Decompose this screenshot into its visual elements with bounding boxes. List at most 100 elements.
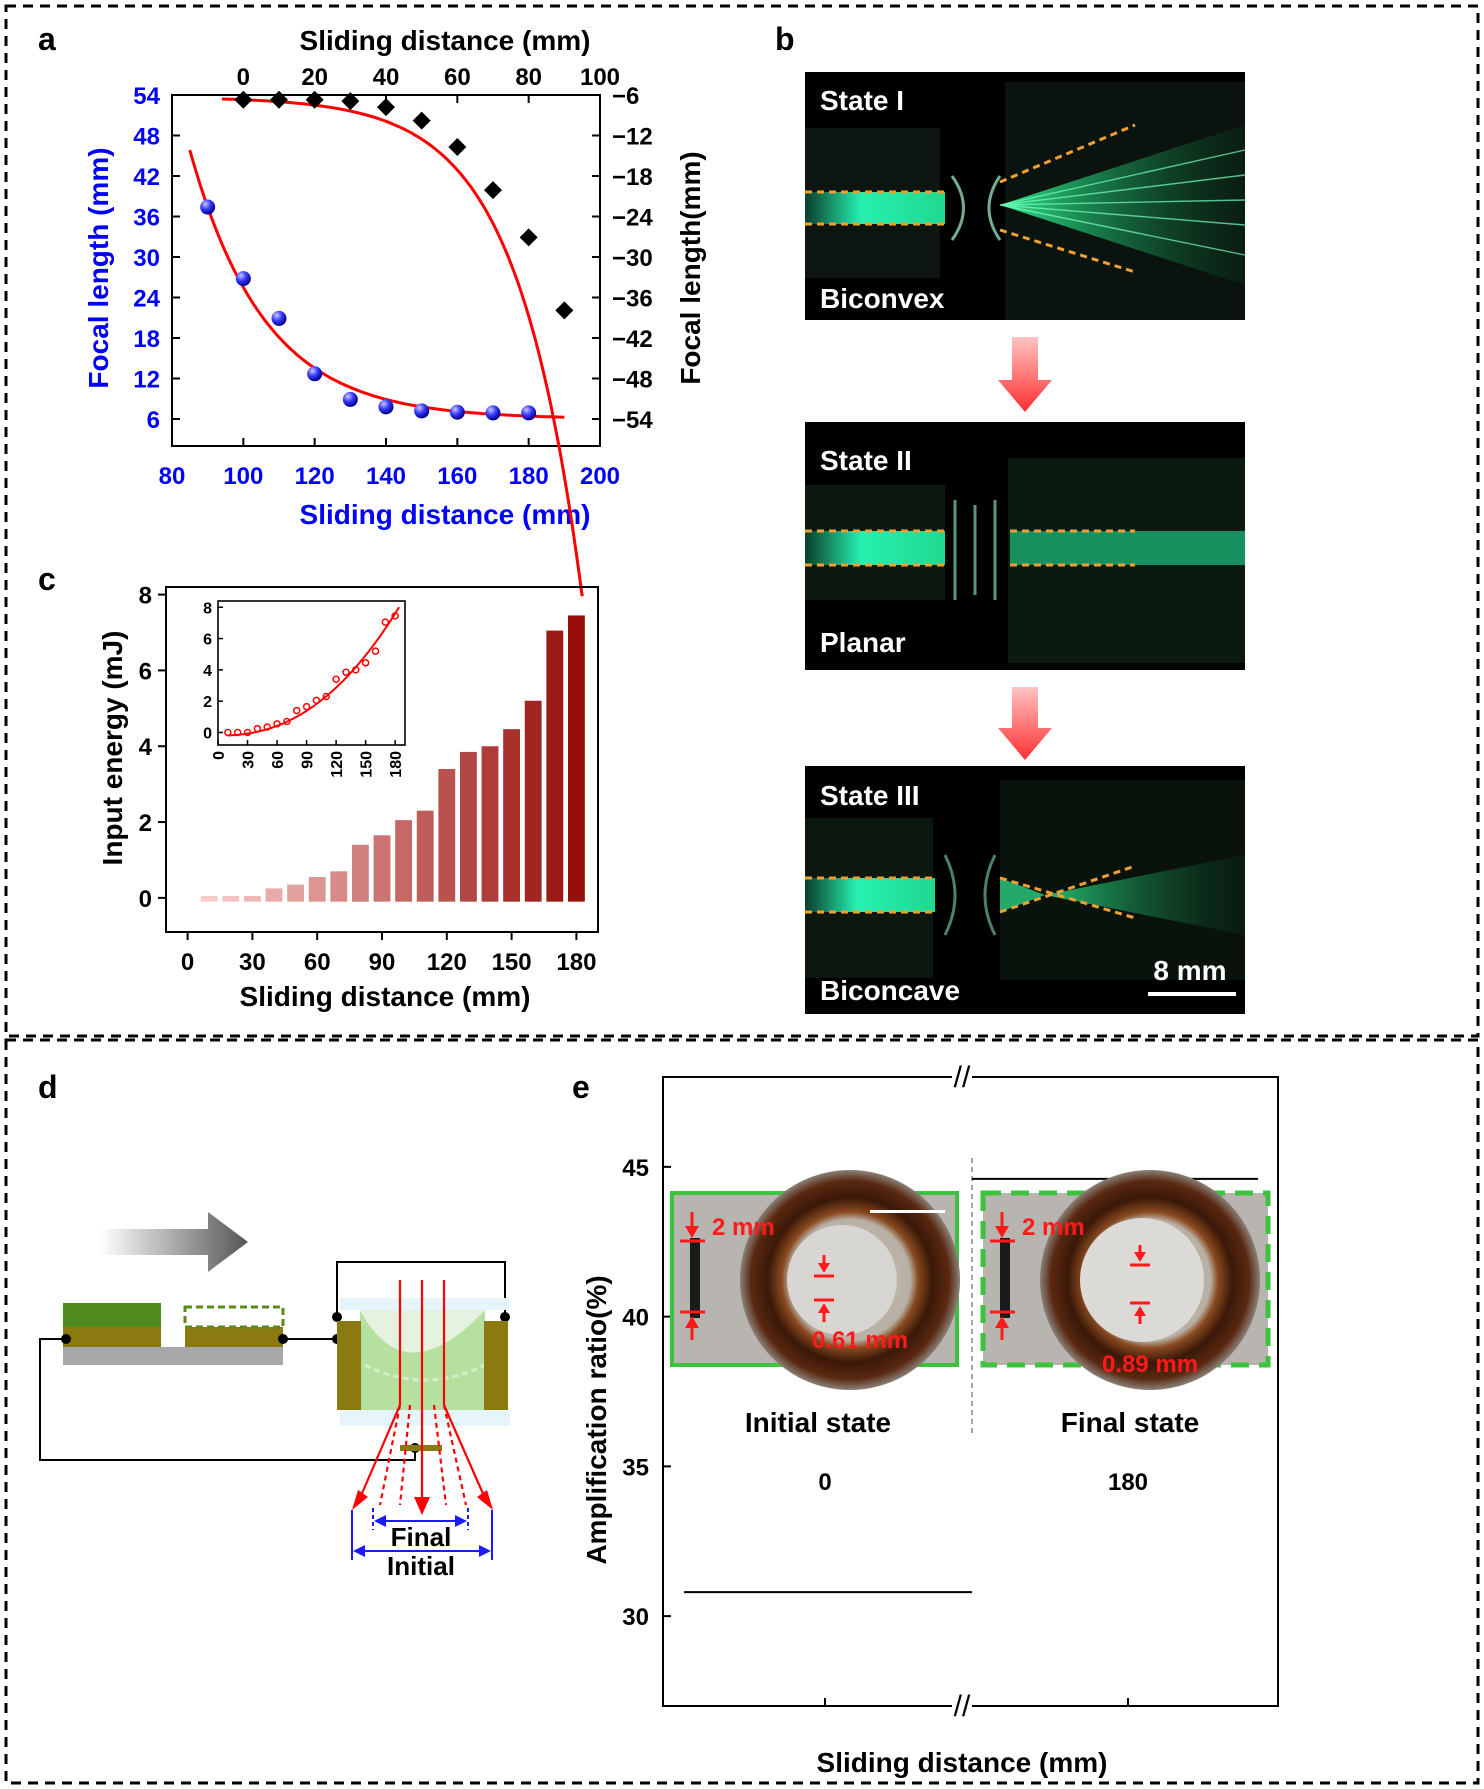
c-x-tick-label: 30 xyxy=(239,949,266,976)
down-arrow-2 xyxy=(998,687,1052,760)
a-left-ylabel: Focal length (mm) xyxy=(83,147,114,388)
a-right-tick-label: −42 xyxy=(612,326,653,353)
photo-state-2-beam-right xyxy=(1010,531,1245,565)
dimension-arrowheads xyxy=(353,1515,491,1557)
c-inset-point xyxy=(273,720,281,728)
a-concave-point xyxy=(270,90,288,109)
c-inset-point xyxy=(381,618,390,626)
photo-final-marker-heads xyxy=(995,1226,1146,1328)
a-top-xlabel: Sliding distance (mm) xyxy=(300,25,591,56)
a-left-tick-label: 18 xyxy=(133,326,160,353)
photo-final-measured: 0.89 mm xyxy=(1102,1351,1198,1378)
c-inset-point xyxy=(224,728,232,737)
a-right-tick-label: −30 xyxy=(612,245,653,272)
c-inset-x-tick-label: 120 xyxy=(329,751,346,778)
c-inset-point xyxy=(361,659,370,667)
a-right-tick-label: −48 xyxy=(612,367,653,394)
photo-initial-scale-bar xyxy=(870,1210,945,1213)
state-2-label: State II xyxy=(820,445,912,476)
panel-c-letter: c xyxy=(38,561,56,597)
a-concave-point xyxy=(484,181,502,200)
a-concave-point xyxy=(305,90,324,109)
a-top-tick-label: 20 xyxy=(301,64,328,91)
c-x-tick-label: 0 xyxy=(181,949,194,976)
a-bottom-tick-label: 180 xyxy=(509,463,549,490)
a-convex-point xyxy=(200,199,216,215)
substrate xyxy=(63,1347,283,1365)
c-inset-x-tick-label: 150 xyxy=(359,751,376,778)
dashed-slider xyxy=(183,1305,285,1329)
chamber-electrode-left xyxy=(337,1321,361,1410)
wires xyxy=(39,1261,506,1461)
photo-state-3: State III Biconcave 8 mm xyxy=(805,766,1245,1014)
electrode-right xyxy=(185,1327,283,1347)
e-axis-break: // xyxy=(954,1690,971,1723)
a-right-tick-label: −24 xyxy=(612,205,653,232)
a-bottom-tick-label: 140 xyxy=(366,463,406,490)
photo-final-lens xyxy=(1080,1218,1204,1342)
c-bar xyxy=(438,768,456,902)
panel-c: c Sliding distance (mm) Input energy (mJ… xyxy=(38,561,599,1012)
a-convex-point xyxy=(235,271,251,287)
a-right-tick-label: −36 xyxy=(612,286,653,313)
photo-state-1: State I Biconvex xyxy=(805,72,1246,320)
c-bar xyxy=(351,844,369,902)
down-arrow-1 xyxy=(998,337,1052,412)
c-inset-point xyxy=(371,647,380,655)
c-inset-point xyxy=(302,702,311,711)
a-top-tick-label: 80 xyxy=(515,64,542,91)
e-ylabel: Amplification ratio(%) xyxy=(581,1275,612,1564)
c-inset-point xyxy=(283,717,291,726)
a-right-ylabel: Focal length(mm) xyxy=(675,151,706,384)
green-slider xyxy=(63,1303,161,1327)
a-convex-point xyxy=(521,405,537,421)
photo-state-3-beam xyxy=(805,878,935,912)
c-inset-y-tick-label: 2 xyxy=(203,694,212,711)
c-inset-point xyxy=(253,724,262,733)
c-inset-x-tick-label: 180 xyxy=(388,751,405,778)
a-convex-point xyxy=(307,366,323,382)
a-top-tick-label: 0 xyxy=(237,64,250,91)
photo-initial-letter-t xyxy=(690,1238,700,1318)
scale-bar xyxy=(1148,992,1236,996)
a-right-tick-label: −18 xyxy=(612,164,653,191)
a-right-tick-label: −54 xyxy=(612,407,653,434)
c-bar xyxy=(503,729,521,902)
state-2-shape: Planar xyxy=(820,627,906,658)
c-bar xyxy=(524,700,542,902)
c-bar xyxy=(481,746,499,902)
panel-a-letter: a xyxy=(38,21,56,57)
a-left-tick-label: 54 xyxy=(133,83,160,110)
c-inset-point xyxy=(292,706,301,715)
photo-initial: 2 mm 0.61 mm xyxy=(670,1170,960,1390)
photo-initial-marker-heads xyxy=(685,1226,830,1328)
c-xlabel: Sliding distance (mm) xyxy=(240,981,531,1012)
c-inset-frame xyxy=(217,600,406,746)
c-inset-point xyxy=(233,728,242,737)
c-x-tick-label: 60 xyxy=(304,949,331,976)
c-inset-point xyxy=(322,692,331,701)
photo-state-2-beam-left xyxy=(805,531,945,565)
a-concave-point xyxy=(555,301,574,320)
c-inset-y-tick-label: 8 xyxy=(203,600,212,617)
c-inset-point xyxy=(243,728,252,737)
liquid-lens-dashed xyxy=(364,1363,486,1382)
electrode-left xyxy=(63,1327,161,1347)
a-bottom-tick-label: 120 xyxy=(295,463,335,490)
photo-state-3-guides xyxy=(805,864,1136,920)
scale-bar-label: 8 mm xyxy=(1153,955,1226,986)
a-left-tick-label: 42 xyxy=(133,164,160,191)
final-label: Final xyxy=(391,1522,452,1552)
state-1-label: State I xyxy=(820,85,904,116)
initial-state-label: Initial state xyxy=(745,1407,891,1438)
c-x-tick-label: 180 xyxy=(556,949,596,976)
c-bar xyxy=(308,877,326,902)
e-xlabel: Sliding distance (mm) xyxy=(817,1747,1108,1778)
final-state-label: Final state xyxy=(1061,1407,1199,1438)
a-top-tick-label: 100 xyxy=(580,64,620,91)
e-y-tick-label: 40 xyxy=(622,1305,649,1332)
panel-b: b State I Biconvex xyxy=(775,21,1246,1014)
a-convex-point xyxy=(271,310,287,326)
light-rays-dotted xyxy=(378,1404,468,1506)
